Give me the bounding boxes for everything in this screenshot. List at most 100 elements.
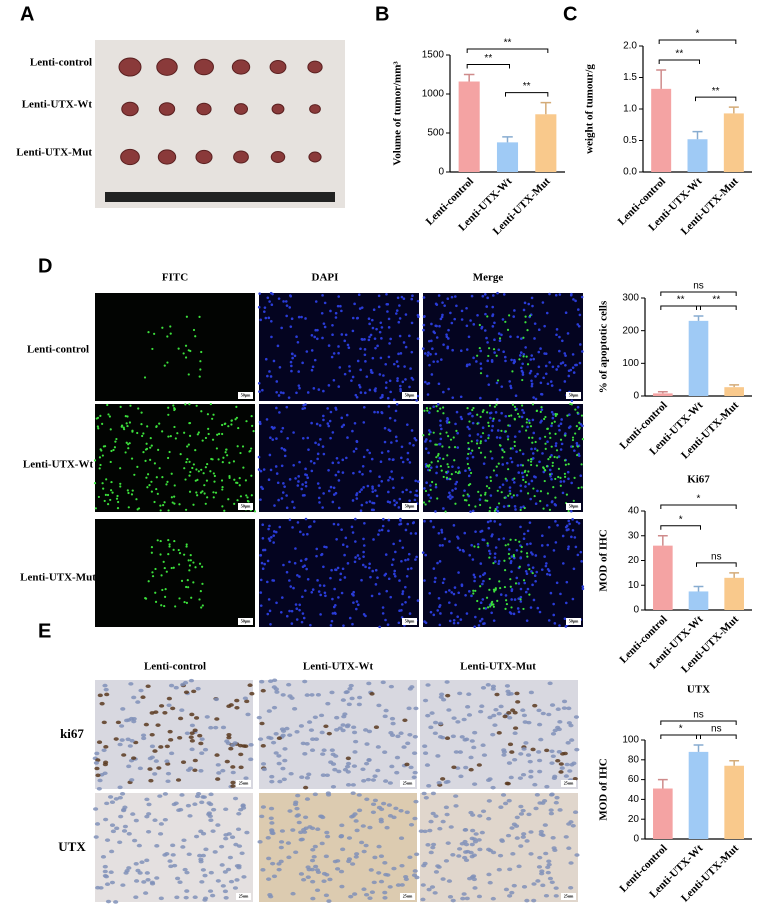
nucleus [364,742,370,746]
nucleus [271,579,274,582]
nucleus [403,877,409,882]
nucleus [531,418,535,422]
nucleus [514,836,520,840]
apoptotic-cell [520,404,524,407]
nucleus [344,764,351,769]
nucleus [401,546,405,549]
nucleus [269,375,273,378]
apoptotic-cell [145,447,149,450]
nucleus [530,354,534,357]
apoptotic-cell [507,424,510,427]
nucleus [577,308,580,311]
tumor [196,102,212,116]
nucleus [312,844,318,849]
scale-box [402,503,417,510]
apoptotic-cell [184,344,188,347]
apoptotic-cell [466,493,469,496]
nucleus [329,576,332,580]
nucleus [493,520,497,523]
nucleus [497,853,504,858]
nucleus [430,322,433,326]
nucleus [289,325,293,328]
nucleus [490,457,494,460]
nucleus [103,760,109,765]
nucleus [351,725,357,730]
nucleus [224,759,230,764]
nucleus [507,715,513,720]
nucleus [479,435,483,439]
nucleus [318,584,322,587]
nucleus [352,471,355,475]
nucleus [509,386,513,390]
nucleus [373,337,377,340]
nucleus [445,419,449,423]
nucleus [510,496,514,499]
nucleus [334,568,338,572]
nucleus [517,610,521,614]
apoptotic-cell [126,489,129,492]
nucleus [429,519,433,523]
apoptotic-cell [140,423,143,426]
nucleus [313,335,316,339]
nucleus [479,704,485,709]
panel-letter: C [563,3,577,25]
nucleus [370,802,377,807]
apoptotic-cell [141,434,144,438]
y-axis-label: weight of tumour/g [584,64,596,154]
nucleus [337,345,340,348]
apoptotic-cell [153,500,156,504]
nucleus [269,779,275,784]
nucleus [339,823,345,828]
y-axis-label: Volume of tumor/mm³ [392,61,404,166]
nucleus [381,606,385,609]
apoptotic-cell [526,555,529,558]
nucleus [429,496,433,500]
nucleus [531,898,537,903]
nucleus [282,563,285,567]
nucleus [322,452,326,456]
apoptotic-cell [201,439,204,442]
nucleus [567,477,570,481]
nucleus [558,770,564,774]
nucleus [546,567,550,571]
nucleus [187,814,193,818]
nucleus [435,754,441,758]
apoptotic-cell [553,455,556,459]
nucleus [430,791,437,796]
apoptotic-cell [513,444,516,448]
nucleus [340,847,346,852]
apoptotic-cell [178,503,181,506]
apoptotic-cell [222,456,225,459]
y-tick-label: 40 [628,506,640,517]
nucleus [434,324,438,328]
nucleus [421,791,427,796]
apoptotic-cell [196,478,199,481]
nucleus [329,309,332,313]
nucleus [541,452,544,455]
nucleus [525,753,532,757]
scale-bar-label: 50μm [405,503,415,508]
nucleus [131,719,137,724]
apoptotic-cell [103,445,107,448]
tumor [233,150,249,164]
tumor [158,102,176,116]
nucleus [442,390,445,394]
nucleus [581,424,584,428]
apoptotic-cell [445,476,449,479]
apoptotic-cell [503,450,506,454]
nucleus [356,316,359,320]
nucleus [429,885,436,889]
nucleus [519,587,523,591]
y-tick-label: 200 [622,325,639,336]
nucleus [368,500,372,503]
column-label: DAPI [312,272,339,284]
apoptotic-cell [170,496,173,499]
apoptotic-cell [150,444,153,447]
nucleus [376,703,382,708]
apoptotic-cell [221,485,224,489]
apoptotic-cell [185,601,189,604]
nucleus [340,698,346,702]
nucleus [568,861,574,865]
y-tick-label: 1500 [422,50,445,61]
nucleus [384,553,388,556]
